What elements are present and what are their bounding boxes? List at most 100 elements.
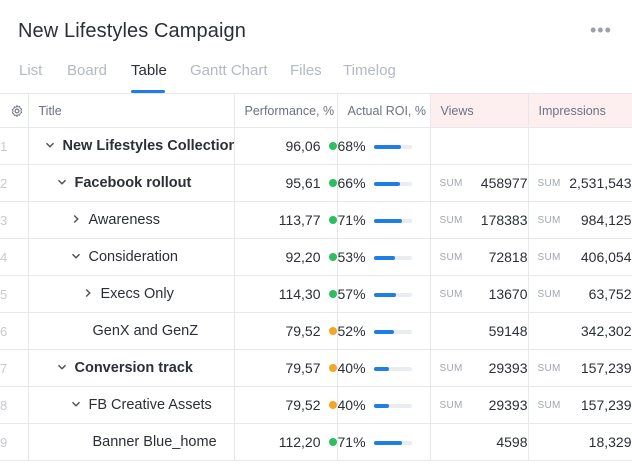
chevron-right-icon[interactable] <box>81 286 95 301</box>
gear-icon[interactable] <box>10 104 24 118</box>
impressions-value: 2,531,543 <box>569 175 632 191</box>
roi-cell[interactable]: 71% <box>336 201 431 239</box>
performance-cell[interactable]: 79,52 <box>233 386 338 424</box>
roi-value: 66% <box>337 175 366 191</box>
table-row[interactable]: 4 Consideration 92,20 53% SUM 72818 SUM 406,054 <box>0 238 632 276</box>
views-cell[interactable]: SUM 13670 <box>429 275 529 313</box>
impressions-cell[interactable]: SUM 984,125 <box>527 201 632 239</box>
chevron-down-icon[interactable] <box>43 138 57 153</box>
tab-gantt-chart[interactable]: Gantt Chart <box>190 62 268 79</box>
impressions-value: 63,752 <box>588 286 632 302</box>
roi-cell[interactable]: 66% <box>336 164 431 202</box>
row-title-cell[interactable]: GenX and GenZ <box>27 312 235 350</box>
row-title-label: Facebook rollout <box>74 175 192 191</box>
performance-cell[interactable]: 113,77 <box>233 201 338 239</box>
row-title-cell[interactable]: Conversion track <box>27 349 235 387</box>
row-number: 7 <box>0 349 29 387</box>
row-number: 9 <box>0 423 29 461</box>
impressions-cell[interactable] <box>527 127 632 165</box>
table-row[interactable]: 9 Banner Blue_home 112,20 71% 4598 18,329 <box>0 423 632 461</box>
row-title-label: GenX and GenZ <box>92 323 199 339</box>
views-value: 4598 <box>496 434 528 450</box>
column-header-impressions[interactable]: Impressions <box>527 93 632 128</box>
roi-cell[interactable]: 52% <box>336 312 431 350</box>
roi-value: 40% <box>337 360 366 376</box>
column-settings[interactable] <box>0 93 29 128</box>
views-cell[interactable]: SUM 29393 <box>429 349 529 387</box>
impressions-cell[interactable]: SUM 157,239 <box>527 386 632 424</box>
column-header-title[interactable]: Title <box>27 93 235 128</box>
table-row[interactable]: 6 GenX and GenZ 79,52 52% 59148 342,302 <box>0 312 632 350</box>
roi-progress-fill <box>373 145 401 150</box>
chevron-down-icon[interactable] <box>69 397 83 412</box>
roi-cell[interactable]: 53% <box>336 238 431 276</box>
tab-board[interactable]: Board <box>67 62 108 79</box>
impressions-cell[interactable]: SUM 63,752 <box>527 275 632 313</box>
impressions-cell[interactable]: SUM 157,239 <box>527 349 632 387</box>
performance-cell[interactable]: 96,06 <box>233 127 338 165</box>
row-title-label: FB Creative Assets <box>88 397 212 413</box>
roi-cell[interactable]: 68% <box>336 127 431 165</box>
chevron-down-icon[interactable] <box>55 175 69 190</box>
tab-table[interactable]: Table <box>131 62 167 79</box>
views-cell[interactable]: 59148 <box>429 312 529 350</box>
impressions-value: 984,125 <box>580 212 632 228</box>
roi-cell[interactable]: 57% <box>336 275 431 313</box>
views-cell[interactable]: SUM 72818 <box>429 238 529 276</box>
views-cell[interactable] <box>429 127 529 165</box>
row-number: 5 <box>0 275 29 313</box>
impressions-value: 342,302 <box>580 323 632 339</box>
impressions-cell[interactable]: SUM 406,054 <box>527 238 632 276</box>
views-cell[interactable]: SUM 458977 <box>429 164 529 202</box>
column-header-performance[interactable]: Performance, % <box>233 93 338 128</box>
row-title-cell[interactable]: New Lifestyles Collection <box>27 127 235 165</box>
tab-timelog[interactable]: Timelog <box>343 62 396 79</box>
row-title-cell[interactable]: Consideration <box>27 238 235 276</box>
views-value: 178383 <box>480 212 528 228</box>
roi-cell[interactable]: 71% <box>336 423 431 461</box>
row-title-label: Banner Blue_home <box>92 434 217 450</box>
roi-cell[interactable]: 40% <box>336 386 431 424</box>
impressions-cell[interactable]: 342,302 <box>527 312 632 350</box>
row-title-cell[interactable]: Facebook rollout <box>27 164 235 202</box>
more-horizontal-icon[interactable]: ••• <box>590 20 612 40</box>
page-title: New Lifestyles Campaign <box>18 20 246 42</box>
sum-label: SUM <box>537 400 561 411</box>
views-value: 13670 <box>488 286 528 302</box>
impressions-cell[interactable]: SUM 2,531,543 <box>527 164 632 202</box>
chevron-down-icon[interactable] <box>69 249 83 264</box>
table-row[interactable]: 8 FB Creative Assets 79,52 40% SUM 29393 SUM 15… <box>0 386 632 424</box>
performance-cell[interactable]: 79,57 <box>233 349 338 387</box>
column-header-views[interactable]: Views <box>429 93 529 128</box>
row-title-cell[interactable]: Banner Blue_home <box>27 423 235 461</box>
roi-progress-fill <box>373 330 395 335</box>
table-row[interactable]: 3 Awareness 113,77 71% SUM 178383 SUM 984,125 <box>0 201 632 239</box>
tab-list[interactable]: List <box>19 62 43 79</box>
chevron-right-icon[interactable] <box>69 212 83 227</box>
roi-value: 40% <box>337 397 366 413</box>
performance-cell[interactable]: 92,20 <box>233 238 338 276</box>
roi-progress-bar <box>373 441 412 446</box>
table-row[interactable]: 2 Facebook rollout 95,61 66% SUM 458977 SUM 2,5… <box>0 164 632 202</box>
column-header-roi[interactable]: Actual ROI, % <box>336 93 431 128</box>
chevron-down-icon[interactable] <box>55 360 69 375</box>
views-cell[interactable]: 4598 <box>429 423 529 461</box>
performance-cell[interactable]: 112,20 <box>233 423 338 461</box>
sum-label: SUM <box>537 289 561 300</box>
table-row[interactable]: 7 Conversion track 79,57 40% SUM 29393 SUM 157,… <box>0 349 632 387</box>
performance-cell[interactable]: 114,30 <box>233 275 338 313</box>
roi-value: 71% <box>337 434 366 450</box>
impressions-cell[interactable]: 18,329 <box>527 423 632 461</box>
row-title-cell[interactable]: Execs Only <box>27 275 235 313</box>
row-title-cell[interactable]: Awareness <box>27 201 235 239</box>
table-row[interactable]: 5 Execs Only 114,30 57% SUM 13670 SUM 63,752 <box>0 275 632 313</box>
row-title-cell[interactable]: FB Creative Assets <box>27 386 235 424</box>
roi-cell[interactable]: 40% <box>336 349 431 387</box>
views-cell[interactable]: SUM 29393 <box>429 386 529 424</box>
status-dot-icon <box>328 142 336 150</box>
performance-cell[interactable]: 79,52 <box>233 312 338 350</box>
views-cell[interactable]: SUM 178383 <box>429 201 529 239</box>
tab-files[interactable]: Files <box>290 62 322 79</box>
table-row[interactable]: 1 New Lifestyles Collection 96,06 68% <box>0 127 632 165</box>
performance-cell[interactable]: 95,61 <box>233 164 338 202</box>
